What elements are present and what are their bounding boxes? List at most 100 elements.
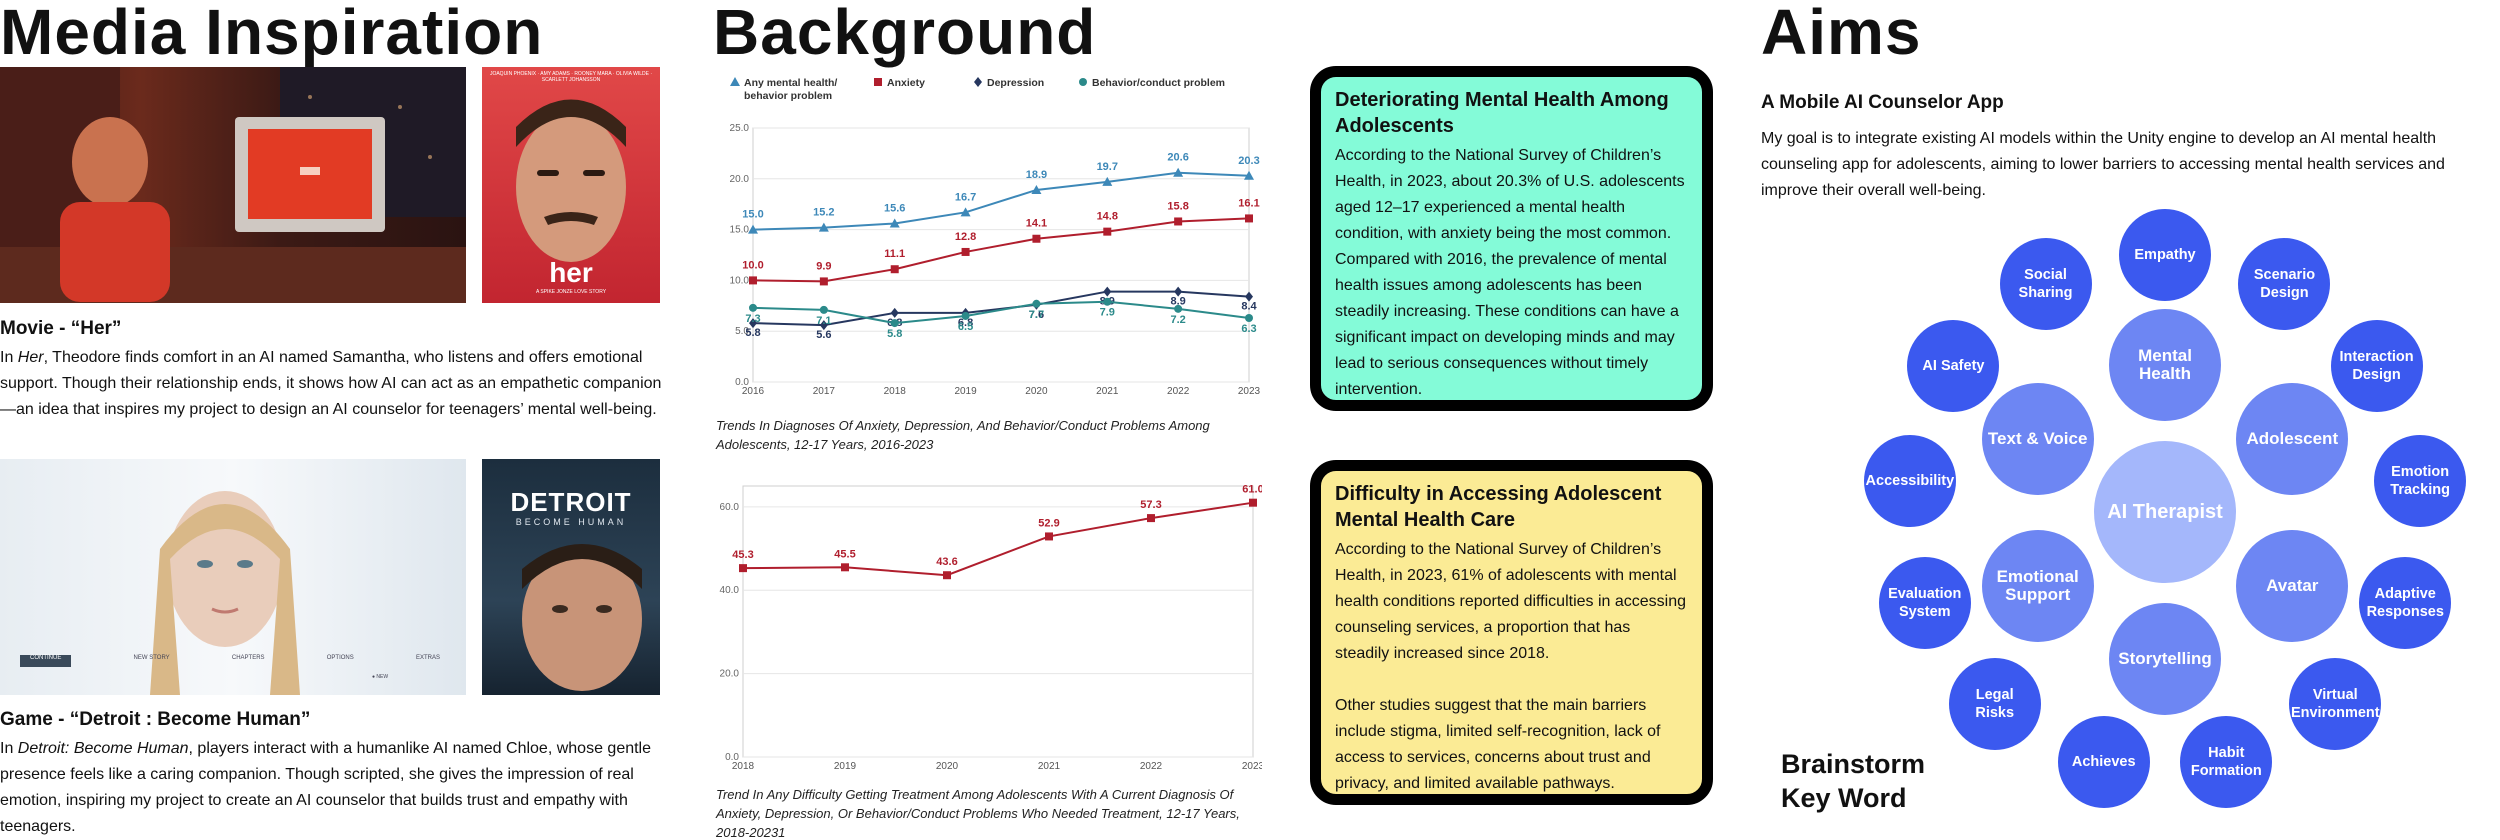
data-label: 15.8 [1167, 200, 1188, 212]
background-heading: Background [713, 0, 1097, 68]
inner-bubble[interactable]: Avatar [2236, 529, 2349, 642]
connor-illustration [522, 544, 642, 691]
data-label: 16.1 [1238, 197, 1259, 209]
data-label: 8.4 [1241, 301, 1257, 313]
chart2-caption: Trend In Any Difficulty Getting Treatmen… [716, 787, 1240, 840]
data-point [890, 265, 899, 274]
card2-title: Difficulty in Accessing Adolescent Menta… [1335, 483, 1662, 531]
x-tick-label: 2021 [1096, 386, 1119, 397]
data-label: 7.7 [1029, 309, 1044, 321]
x-tick-label: 2020 [936, 761, 959, 772]
y-tick-label: 0.0 [725, 752, 739, 763]
card2-body: According to the National Survey of Chil… [1335, 541, 1687, 662]
outer-bubble[interactable]: Empathy [2119, 209, 2211, 301]
game-description: In Detroit: Become Human, players intera… [0, 740, 652, 835]
card2-body-second: Other studies suggest that the main barr… [1335, 697, 1661, 792]
game-title: Game - “Detroit : Become Human” [0, 709, 311, 730]
data-point [819, 277, 828, 286]
x-tick-label: 2022 [1167, 386, 1190, 397]
legend-label: Behavior/conduct problem [1092, 77, 1225, 89]
media-inspiration-heading: Media Inspiration [0, 0, 544, 68]
x-tick-label: 2023 [1238, 386, 1261, 397]
data-point [1249, 498, 1257, 507]
menu-new-story[interactable]: NEW STORY [133, 655, 170, 661]
outer-bubble[interactable]: Evaluation System [1878, 557, 1971, 650]
plot-frame [752, 127, 1250, 383]
diagnosis-trend-chart: 0.0 5.0 10.0 15.0 20.0 25.0 2016 2017 2018 2019 20… [730, 77, 1261, 397]
series-line [752, 171, 1250, 231]
outer-bubble[interactable]: Achieves [2057, 715, 2150, 808]
outer-bubble[interactable]: AI Safety [1907, 320, 2000, 413]
data-label: 8.9 [1170, 296, 1185, 308]
data-label: 20.6 [1167, 152, 1188, 164]
chloe-illustration [150, 491, 300, 695]
data-point [1174, 304, 1183, 313]
access-difficulty-card: Difficulty in Accessing Adolescent Menta… [1310, 460, 1713, 805]
detroit-game-still: CONTINUE NEW STORY CHAPTERS OPTIONS EXTR… [0, 459, 466, 695]
movie-title: Movie - “Her” [0, 318, 122, 339]
y-tick-label: 40.0 [720, 585, 740, 596]
data-label: 12.8 [955, 231, 976, 243]
x-tick-label: 2019 [954, 386, 977, 397]
her-poster-title: her [549, 257, 593, 288]
outer-bubble[interactable]: Legal Risks [1948, 658, 2041, 751]
legend-marker [874, 78, 882, 86]
data-label: 19.7 [1097, 161, 1118, 173]
menu-options[interactable]: OPTIONS [326, 655, 354, 661]
data-point [749, 318, 757, 329]
data-point [1103, 227, 1112, 236]
data-label: 9.9 [816, 260, 831, 272]
legend-label: Any mental health/behavior problem [744, 77, 837, 102]
outer-bubble[interactable]: Virtual Environment [2289, 658, 2382, 751]
outer-bubble[interactable]: Adaptive Responses [2359, 557, 2452, 650]
center-bubble[interactable]: AI Therapist [2094, 441, 2236, 583]
data-label: 52.9 [1038, 517, 1059, 529]
app-title: A Mobile AI Counselor App [1761, 92, 2004, 113]
data-point [1245, 214, 1253, 223]
treatment-difficulty-chart: 0.0 20.0 40.0 60.0 2018 2019 2020 2021 2022 2023 4… [720, 484, 1262, 772]
inner-bubble[interactable]: Text & Voice [1981, 382, 2094, 495]
detroit-game-poster: DETROIT BECOME HUMAN [482, 459, 660, 695]
outer-bubble[interactable]: Habit Formation [2180, 715, 2273, 808]
legend-marker [730, 77, 740, 86]
menu-chapters[interactable]: CHAPTERS [231, 655, 265, 661]
data-point [890, 319, 899, 328]
x-tick-label: 2022 [1140, 761, 1163, 772]
brainstorm-label: Brainstorm Key Word [1781, 749, 1926, 813]
legend-marker [1079, 78, 1087, 86]
data-point [1147, 514, 1155, 523]
inner-bubble[interactable]: Storytelling [2109, 603, 2221, 715]
outer-bubble[interactable]: Interaction Design [2330, 320, 2423, 413]
outer-bubble[interactable]: Emotion Tracking [2374, 435, 2467, 528]
data-label: 10.0 [742, 259, 763, 271]
outer-bubble[interactable]: Social Sharing [1999, 238, 2092, 331]
menu-continue[interactable]: CONTINUE [20, 655, 72, 667]
menu-hint: ● NEW [372, 674, 389, 680]
inner-bubble[interactable]: Mental Health [2109, 309, 2221, 421]
inner-bubble[interactable]: Adolescent [2236, 382, 2349, 495]
data-point [1245, 291, 1253, 302]
menu-extras[interactable]: EXTRAS [415, 655, 440, 661]
data-point [961, 247, 970, 256]
data-label: 7.6 [1029, 309, 1044, 321]
data-point [1032, 299, 1041, 308]
data-point [1045, 532, 1053, 541]
her-poster-credits: JOAQUIN PHOENIX · AMY ADAMS · ROONEY MAR… [489, 71, 653, 83]
y-tick-label: 20.0 [730, 174, 750, 185]
x-tick-label: 2023 [1242, 761, 1262, 772]
poster-face-illustration [516, 99, 626, 262]
chart1-caption: Trends In Diagnoses Of Anxiety, Depressi… [716, 418, 1210, 452]
her-poster-tagline: A SPIKE JONZE LOVE STORY [535, 289, 607, 295]
data-label: 14.8 [1097, 211, 1118, 223]
data-point [819, 320, 828, 331]
outer-bubble[interactable]: Scenario Design [2238, 238, 2331, 331]
card1-body: According to the National Survey of Chil… [1335, 147, 1685, 398]
inner-bubble[interactable]: Emotional Support [1981, 529, 2094, 642]
outer-bubble[interactable]: Accessibility [1863, 435, 1956, 528]
x-tick-label: 2019 [834, 761, 857, 772]
data-point [943, 571, 951, 580]
data-point [1174, 286, 1183, 297]
legend-marker [974, 77, 982, 87]
data-label: 5.6 [816, 329, 831, 341]
data-label: 6.5 [958, 321, 973, 333]
